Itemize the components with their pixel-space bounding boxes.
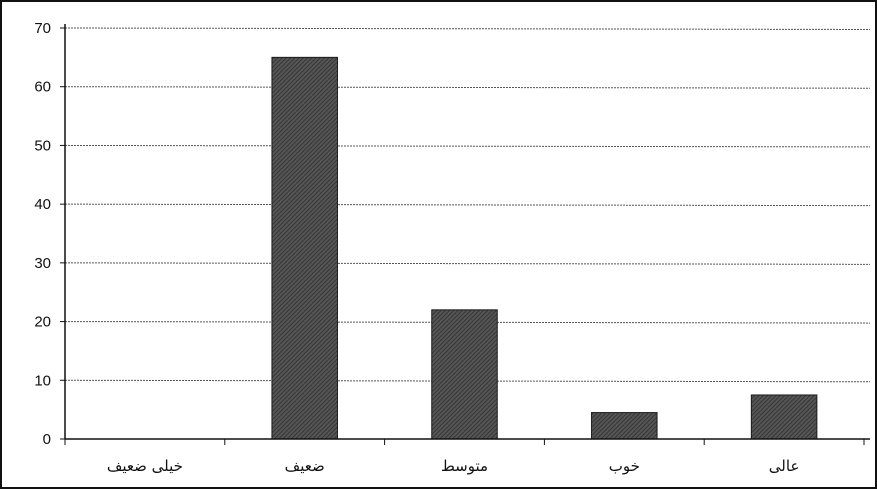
gridline xyxy=(64,144,871,148)
bars xyxy=(271,56,818,440)
gridline xyxy=(64,27,871,30)
y-tick-label: 40 xyxy=(34,196,51,213)
y-tick-label: 30 xyxy=(34,255,51,272)
y-tick-label: 70 xyxy=(34,20,51,37)
bar-4 xyxy=(750,394,818,440)
x-category-label: خوب xyxy=(609,457,640,475)
x-category-labels: خیلی ضعیف ضعیف متوسط خوب عالی xyxy=(107,457,800,475)
y-tick-label: 0 xyxy=(43,431,51,448)
axes xyxy=(60,24,870,445)
x-category-label: ضعیف xyxy=(285,457,325,475)
x-category-label: خیلی ضعیف xyxy=(107,457,183,475)
gridline xyxy=(64,86,871,89)
bar-3 xyxy=(591,412,658,440)
y-tick-labels: 0 10 20 30 40 50 60 70 xyxy=(34,20,51,448)
y-tick-label: 50 xyxy=(34,137,51,154)
bar-1 xyxy=(271,56,338,440)
x-category-label: عالی xyxy=(769,457,800,475)
x-category-label: متوسط xyxy=(441,457,488,475)
y-tick-label: 60 xyxy=(34,79,51,96)
y-tick-label: 20 xyxy=(34,314,51,331)
gridline xyxy=(64,262,871,265)
bar-2 xyxy=(431,309,498,440)
gridline xyxy=(64,203,871,207)
y-tick-label: 10 xyxy=(34,372,51,389)
